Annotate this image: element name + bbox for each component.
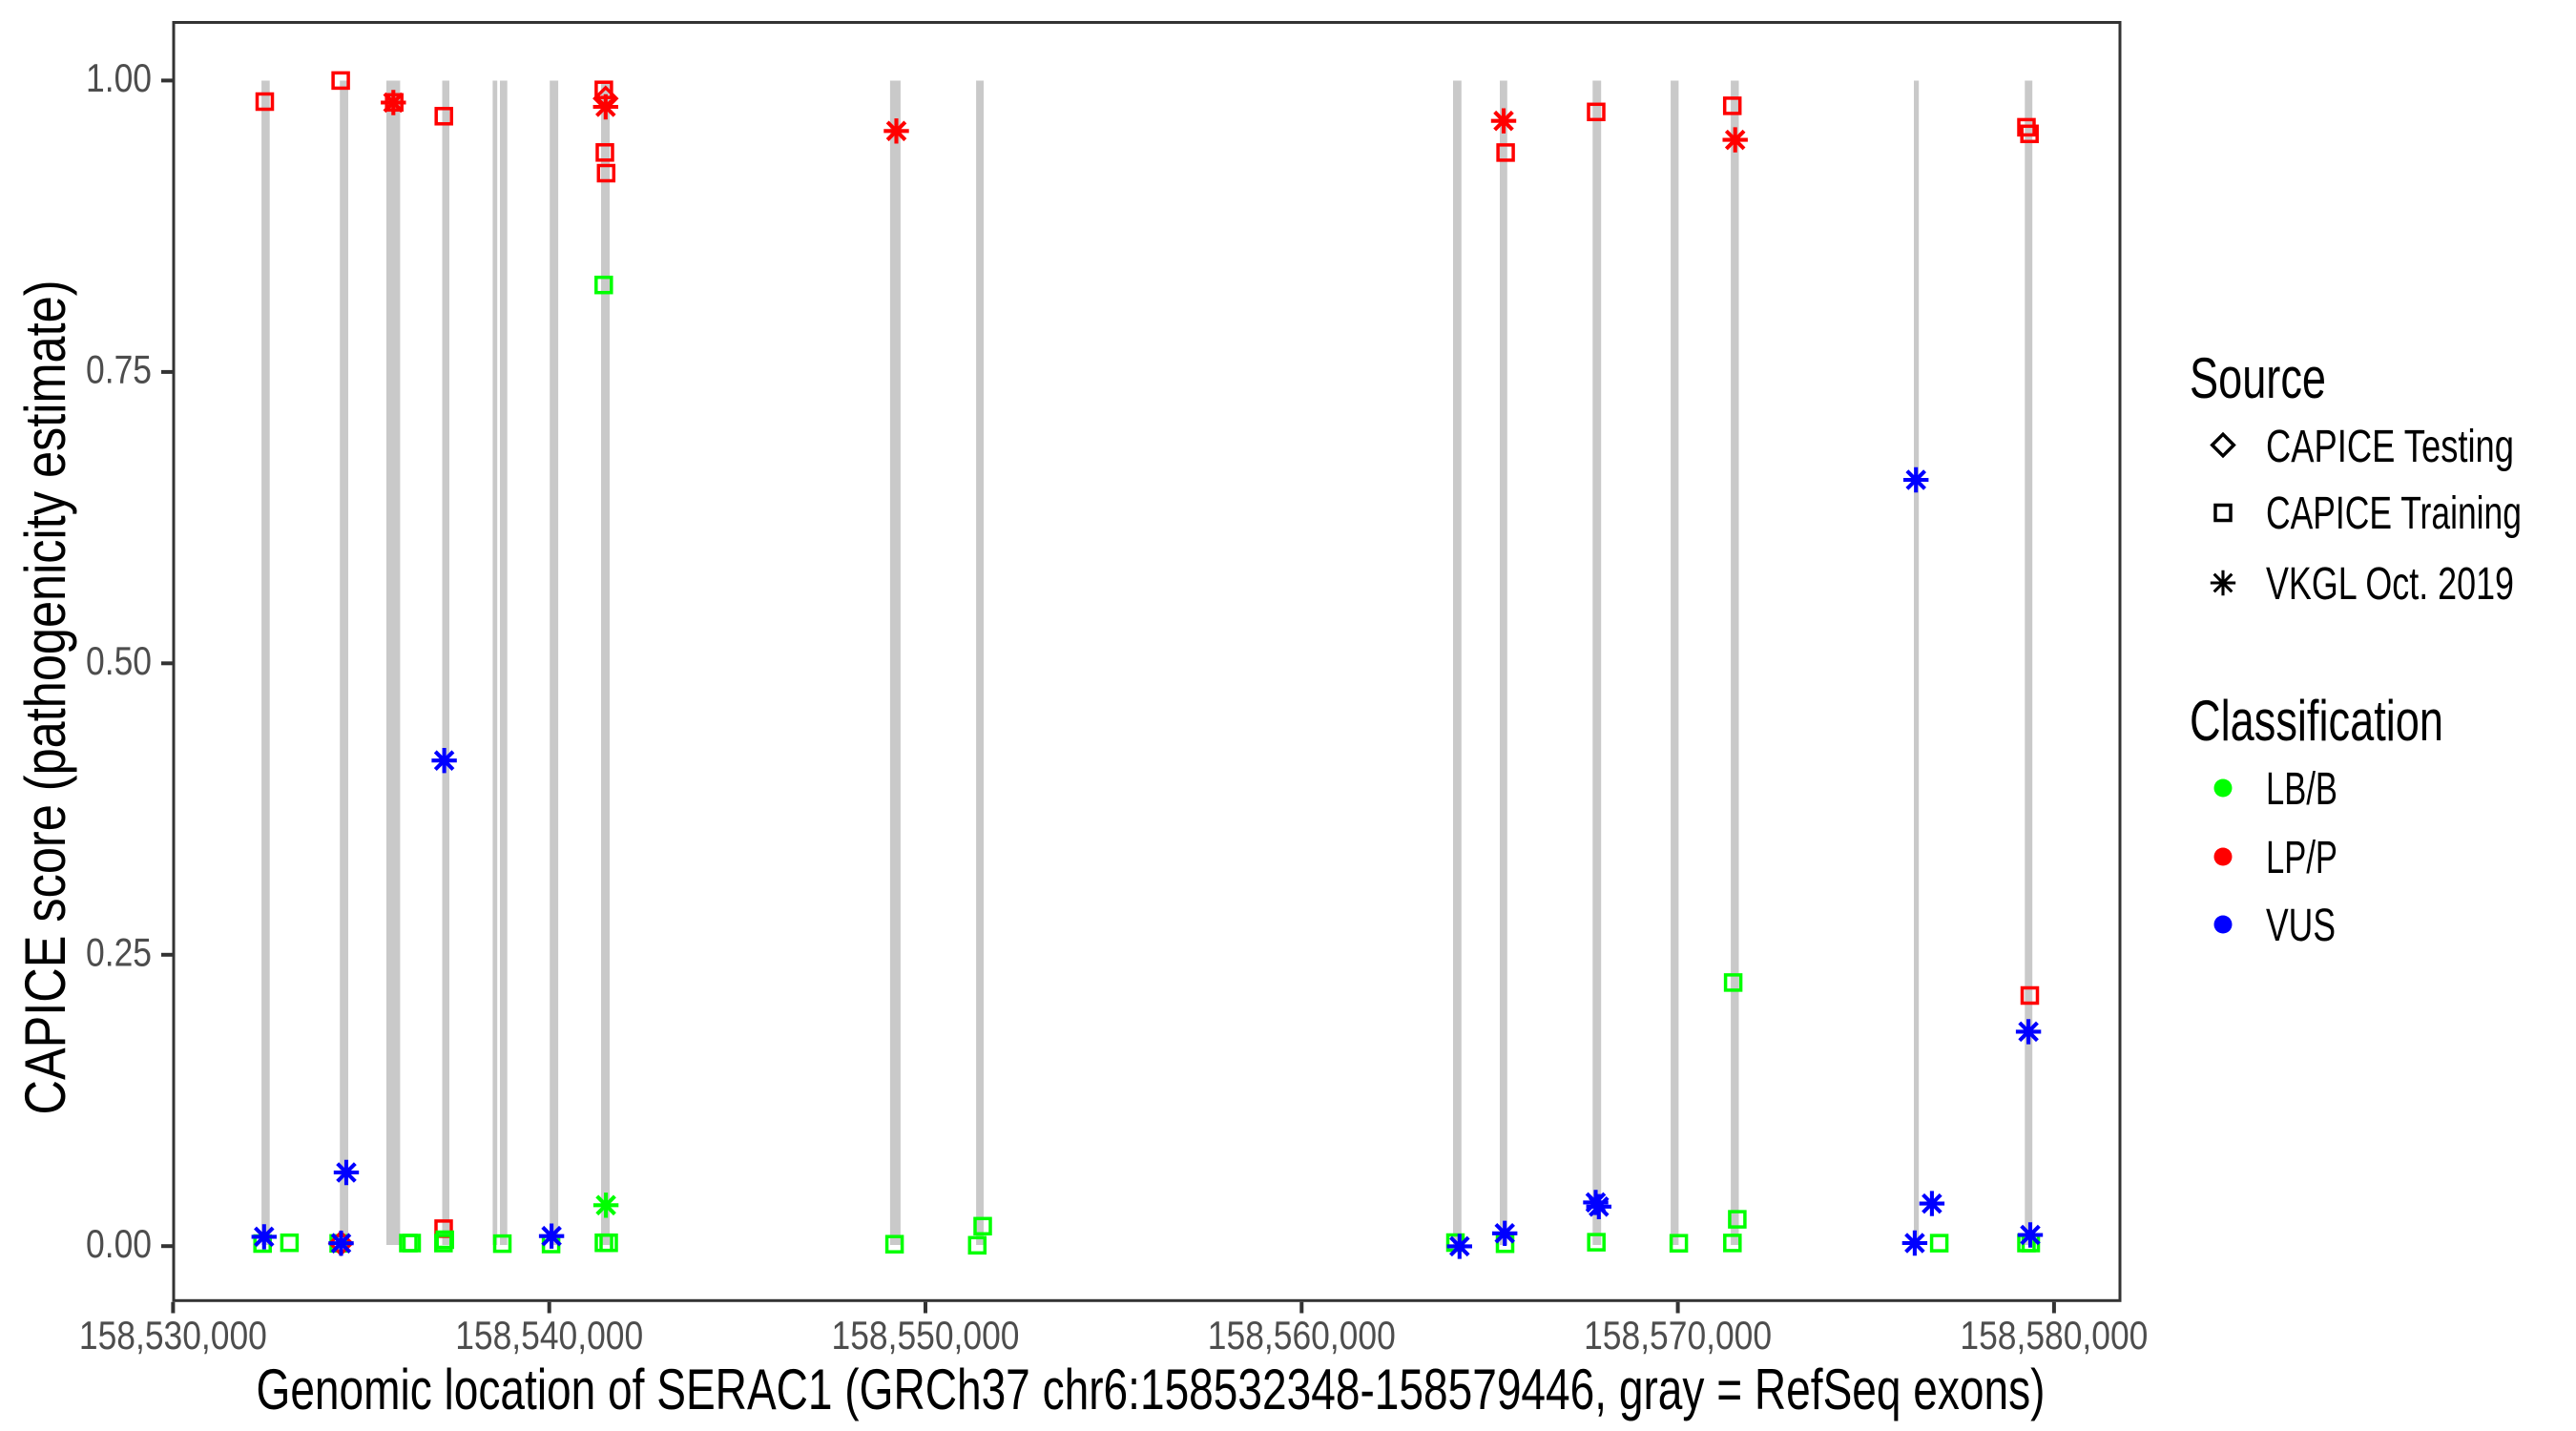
svg-text:LB/B: LB/B [2266,764,2337,815]
svg-text:CAPICE Testing: CAPICE Testing [2266,422,2514,472]
svg-text:0.75: 0.75 [86,347,152,392]
svg-text:158,540,000: 158,540,000 [455,1313,643,1358]
svg-text:0.00: 0.00 [86,1221,152,1266]
svg-text:0.25: 0.25 [86,930,152,975]
svg-text:158,530,000: 158,530,000 [79,1313,267,1358]
svg-text:VUS: VUS [2266,901,2336,951]
svg-text:CAPICE Training: CAPICE Training [2266,488,2522,539]
svg-text:VKGL Oct. 2019: VKGL Oct. 2019 [2266,559,2514,610]
svg-text:Classification: Classification [2190,689,2443,753]
svg-text:0.50: 0.50 [86,638,152,683]
svg-text:Genomic location of SERAC1 (GR: Genomic location of SERAC1 (GRCh37 chr6:… [257,1358,2046,1421]
svg-text:Source: Source [2190,346,2326,410]
svg-text:158,580,000: 158,580,000 [1960,1313,2148,1358]
svg-text:158,560,000: 158,560,000 [1208,1313,1396,1358]
svg-text:158,550,000: 158,550,000 [832,1313,1020,1358]
svg-text:158,570,000: 158,570,000 [1584,1313,1772,1358]
svg-text:LP/P: LP/P [2266,833,2337,883]
svg-text:CAPICE score (pathogenicity es: CAPICE score (pathogenicity estimate) [13,280,77,1115]
svg-text:1.00: 1.00 [86,55,152,100]
